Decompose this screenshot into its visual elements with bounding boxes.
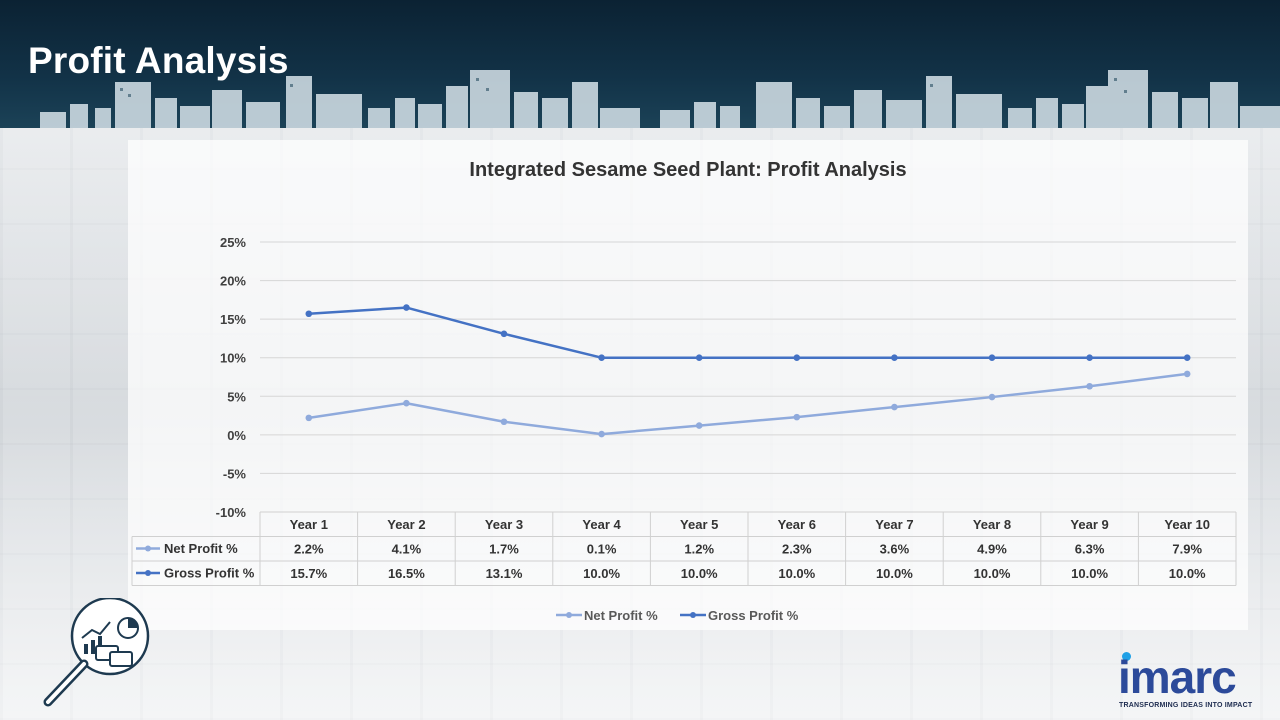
data-point [695,422,703,429]
x-category-label: Year 3 [485,517,523,532]
data-table-value: 10.0% [1169,566,1206,581]
data-point [598,430,605,438]
table-legend-marker [145,545,151,552]
data-point [403,304,410,311]
data-point [403,399,410,407]
x-category-label: Year 10 [1164,517,1210,532]
data-table-value: 3.6% [880,542,910,557]
data-table-value: 4.9% [977,542,1007,557]
y-tick-label: -10% [216,505,247,520]
data-point [891,403,898,411]
x-category-label: Year 6 [778,517,816,532]
data-point [988,354,996,362]
imarc-logo: imarc TRANSFORMING IDEAS INTO IMPACT [1118,652,1278,718]
data-table-value: 6.3% [1075,542,1105,557]
data-table-value: 2.3% [782,542,812,557]
data-table-value: 10.0% [1071,566,1108,581]
data-point [305,414,313,422]
data-point [1086,382,1093,390]
data-table-value: 10.0% [974,566,1011,581]
x-category-label: Year 2 [387,517,425,532]
data-point [793,354,801,362]
table-series-name: Net Profit % [164,541,238,556]
y-tick-label: -5% [223,466,247,481]
page-title: Profit Analysis [28,40,289,81]
series-line [308,306,1188,359]
table-legend-marker [145,570,151,576]
data-table-value: 10.0% [583,566,620,581]
y-tick-label: 0% [227,428,246,443]
x-category-label: Year 1 [290,517,328,532]
data-table-value: 13.1% [486,566,523,581]
legend-label: Net Profit % [584,608,658,623]
data-point [305,310,313,318]
data-table-value: 10.0% [681,566,718,581]
x-category-label: Year 8 [973,517,1011,532]
data-table-value: 0.1% [587,542,617,557]
analytics-magnifier-icon [43,598,150,707]
data-table-value: 15.7% [290,566,327,581]
legend-label: Gross Profit % [708,608,799,623]
data-table-value: 10.0% [778,566,815,581]
y-tick-label: 20% [220,274,246,289]
data-point [1086,354,1093,362]
data-point [500,418,508,426]
data-table-value: 4.1% [392,542,422,557]
data-point [891,354,898,362]
y-tick-label: 10% [220,351,246,366]
legend-marker [566,612,572,618]
logo-tagline: TRANSFORMING IDEAS INTO IMPACT [1119,702,1253,709]
data-point [695,354,703,362]
x-category-label: Year 7 [875,517,913,532]
data-table-value: 2.2% [294,542,324,557]
chart-panel: Integrated Sesame Seed Plant: Profit Ana… [128,140,1248,630]
profit-line-chart: Integrated Sesame Seed Plant: Profit Ana… [131,159,1237,623]
data-point [1183,370,1191,378]
data-point [1183,354,1191,362]
table-series-name: Gross Profit % [164,566,255,581]
y-tick-label: 5% [227,389,246,404]
x-category-label: Year 9 [1070,517,1108,532]
data-point [500,330,508,338]
data-table-value: 1.2% [684,542,714,557]
series-line [308,372,1188,436]
data-table-value: 7.9% [1172,542,1202,557]
data-table-value: 10.0% [876,566,913,581]
x-category-label: Year 4 [582,517,621,532]
data-point [793,413,801,421]
data-table-value: 16.5% [388,566,425,581]
y-tick-label: 15% [220,312,246,327]
header-banner: Profit Analysis [0,0,1280,128]
logo-dot [1122,652,1131,661]
data-point [988,393,996,401]
data-point [598,354,605,362]
chart-title: Integrated Sesame Seed Plant: Profit Ana… [469,159,906,181]
y-tick-label: 25% [220,235,246,250]
data-table-value: 1.7% [489,542,519,557]
logo-wordmark: imarc [1118,651,1237,703]
x-category-label: Year 5 [680,517,718,532]
city-skyline-graphic [40,70,1280,128]
legend-marker [690,612,696,618]
